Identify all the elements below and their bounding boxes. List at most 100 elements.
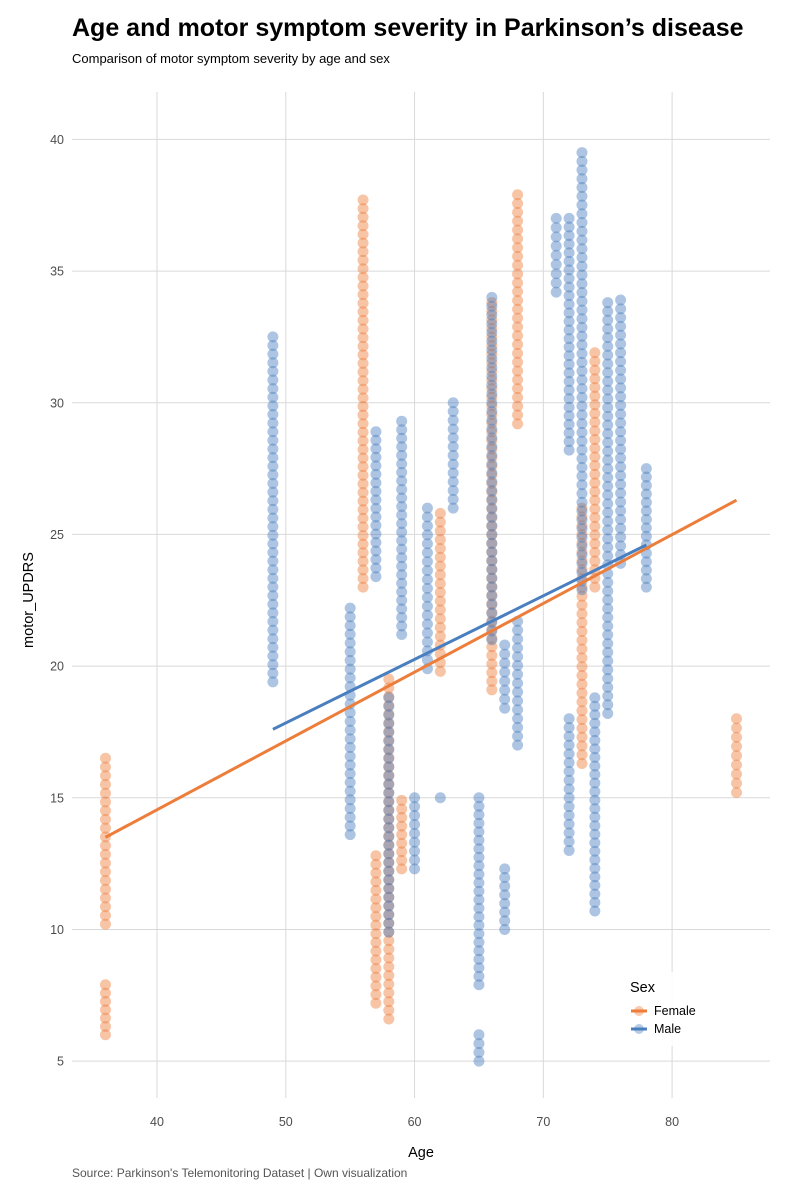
data-point-male	[576, 164, 588, 176]
data-point-male	[421, 627, 433, 639]
data-point-female	[370, 884, 382, 896]
data-point-female	[357, 409, 369, 421]
data-point-female	[357, 314, 369, 326]
data-point-female	[370, 936, 382, 948]
x-axis-title: Age	[408, 1145, 434, 1161]
data-point-male	[640, 496, 652, 508]
data-point-female	[383, 821, 395, 833]
data-point-male	[576, 365, 588, 377]
data-point-female	[383, 839, 395, 851]
data-point-male	[486, 318, 498, 330]
data-point-female	[486, 443, 498, 455]
data-point-female	[383, 882, 395, 894]
data-point-female	[383, 917, 395, 929]
data-point-female	[99, 883, 111, 895]
data-point-male	[409, 792, 421, 804]
data-point-female	[99, 892, 111, 904]
data-point-female	[589, 416, 601, 428]
data-point-male	[615, 364, 627, 376]
data-point-male	[576, 217, 588, 229]
data-point-male	[589, 717, 601, 729]
data-point-female	[383, 961, 395, 973]
data-point-male	[589, 700, 601, 712]
data-point-female	[434, 560, 446, 572]
data-point-male	[267, 503, 279, 515]
data-point-female	[512, 330, 524, 342]
data-point-female	[383, 908, 395, 920]
data-point-male	[486, 555, 498, 567]
data-point-male	[589, 879, 601, 891]
x-axis-ticks: 40 50 60 70 80	[150, 1115, 679, 1129]
data-point-male	[396, 432, 408, 444]
data-point-male	[473, 928, 485, 940]
data-point-female	[396, 837, 408, 849]
data-point-female	[357, 375, 369, 387]
data-point-male	[447, 485, 459, 497]
data-point-male	[602, 445, 614, 457]
data-point-male	[473, 936, 485, 948]
data-point-male	[486, 493, 498, 505]
data-point-male	[267, 340, 279, 352]
data-point-male	[344, 742, 356, 754]
data-point-female	[486, 452, 498, 464]
data-point-male	[576, 269, 588, 281]
data-point-male	[550, 286, 562, 298]
data-point-female	[357, 280, 369, 292]
data-point-male	[589, 845, 601, 857]
data-point-male	[473, 894, 485, 906]
data-point-female	[383, 969, 395, 981]
data-point-female	[370, 980, 382, 992]
data-point-female	[357, 383, 369, 395]
data-point-female	[370, 876, 382, 888]
data-point-female	[99, 918, 111, 930]
data-point-male	[267, 357, 279, 369]
data-point-male	[640, 581, 652, 593]
data-point-male	[344, 776, 356, 788]
legend-item-female: Female	[631, 1004, 696, 1018]
data-point-male	[344, 620, 356, 632]
data-point-male	[563, 844, 575, 856]
data-point-male	[267, 383, 279, 395]
data-point-female	[576, 722, 588, 734]
data-point-male	[421, 565, 433, 577]
data-point-male	[370, 545, 382, 557]
data-point-female	[357, 271, 369, 283]
data-point-male	[396, 424, 408, 436]
data-point-male	[550, 258, 562, 270]
legend: Sex Female Male	[620, 972, 710, 1046]
data-point-female	[589, 347, 601, 359]
data-point-male	[486, 414, 498, 426]
data-point-male	[421, 502, 433, 514]
data-point-female	[512, 339, 524, 351]
data-point-female	[357, 572, 369, 584]
data-point-female	[486, 340, 498, 352]
data-point-male	[383, 900, 395, 912]
data-point-female	[357, 495, 369, 507]
data-point-male	[563, 272, 575, 284]
data-point-female	[99, 752, 111, 764]
data-point-male	[370, 451, 382, 463]
data-point-male	[383, 883, 395, 895]
data-point-male	[486, 397, 498, 409]
data-point-male	[563, 393, 575, 405]
data-point-female	[486, 314, 498, 326]
data-point-female	[383, 847, 395, 859]
data-point-female	[357, 340, 369, 352]
data-point-male	[615, 329, 627, 341]
data-point-male	[512, 668, 524, 680]
data-point-male	[563, 783, 575, 795]
data-point-female	[370, 962, 382, 974]
data-point-female	[396, 820, 408, 832]
data-point-female	[357, 332, 369, 344]
data-point-male	[615, 426, 627, 438]
data-point-male	[486, 581, 498, 593]
data-point-female	[383, 673, 395, 685]
data-point-male	[512, 713, 524, 725]
data-point-female	[357, 392, 369, 404]
data-point-male	[602, 524, 614, 536]
data-point-male	[576, 479, 588, 491]
data-point-female	[486, 477, 498, 489]
data-point-male	[396, 475, 408, 487]
data-point-male	[473, 953, 485, 965]
data-point-male	[589, 862, 601, 874]
